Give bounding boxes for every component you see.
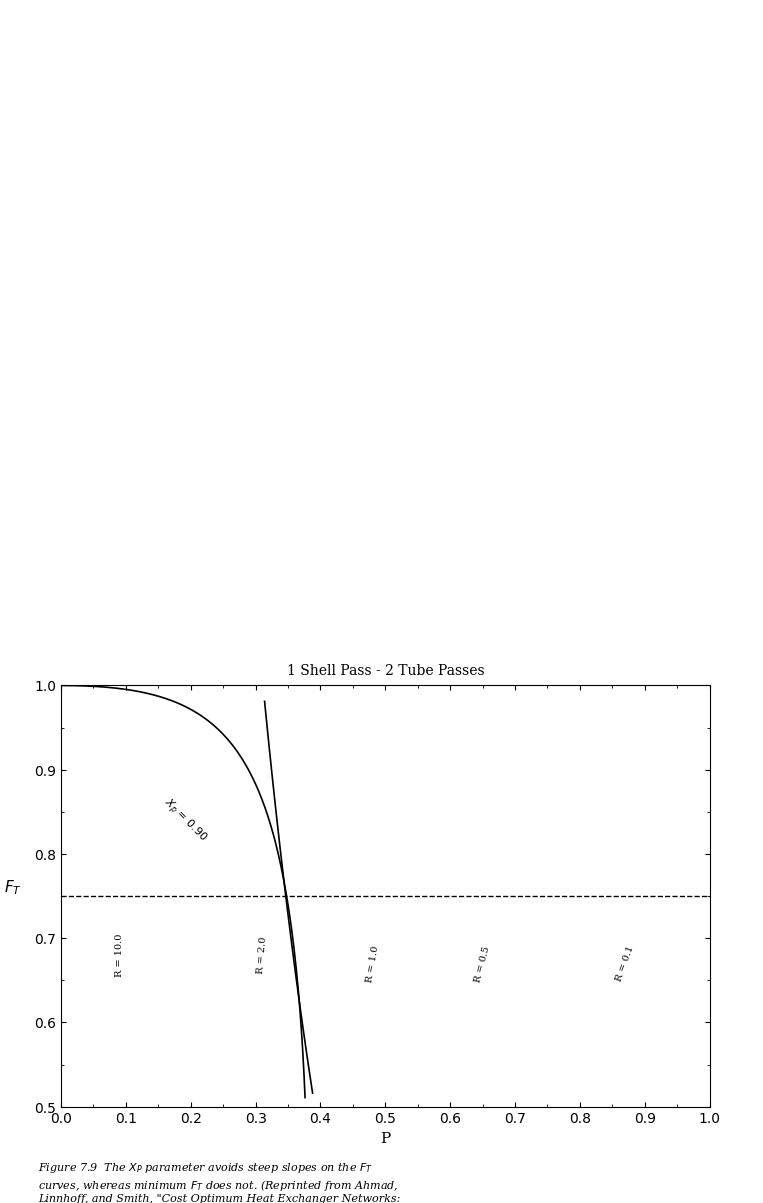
Text: R = 1.0: R = 1.0 (365, 944, 380, 983)
Text: Figure 7.9  The $X_P$ parameter avoids steep slopes on the $F_T$
curves, whereas: Figure 7.9 The $X_P$ parameter avoids st… (38, 1161, 401, 1203)
Text: R = 2.0: R = 2.0 (256, 936, 269, 974)
Title: 1 Shell Pass - 2 Tube Passes: 1 Shell Pass - 2 Tube Passes (286, 664, 485, 677)
Text: R = 0.1: R = 0.1 (615, 944, 636, 983)
Y-axis label: $F_T$: $F_T$ (5, 877, 22, 896)
Text: R = 0.5: R = 0.5 (474, 944, 491, 983)
Text: $X_p$ = 0.90: $X_p$ = 0.90 (159, 795, 210, 846)
Text: R = 10.0: R = 10.0 (115, 934, 124, 977)
X-axis label: P: P (380, 1131, 391, 1145)
